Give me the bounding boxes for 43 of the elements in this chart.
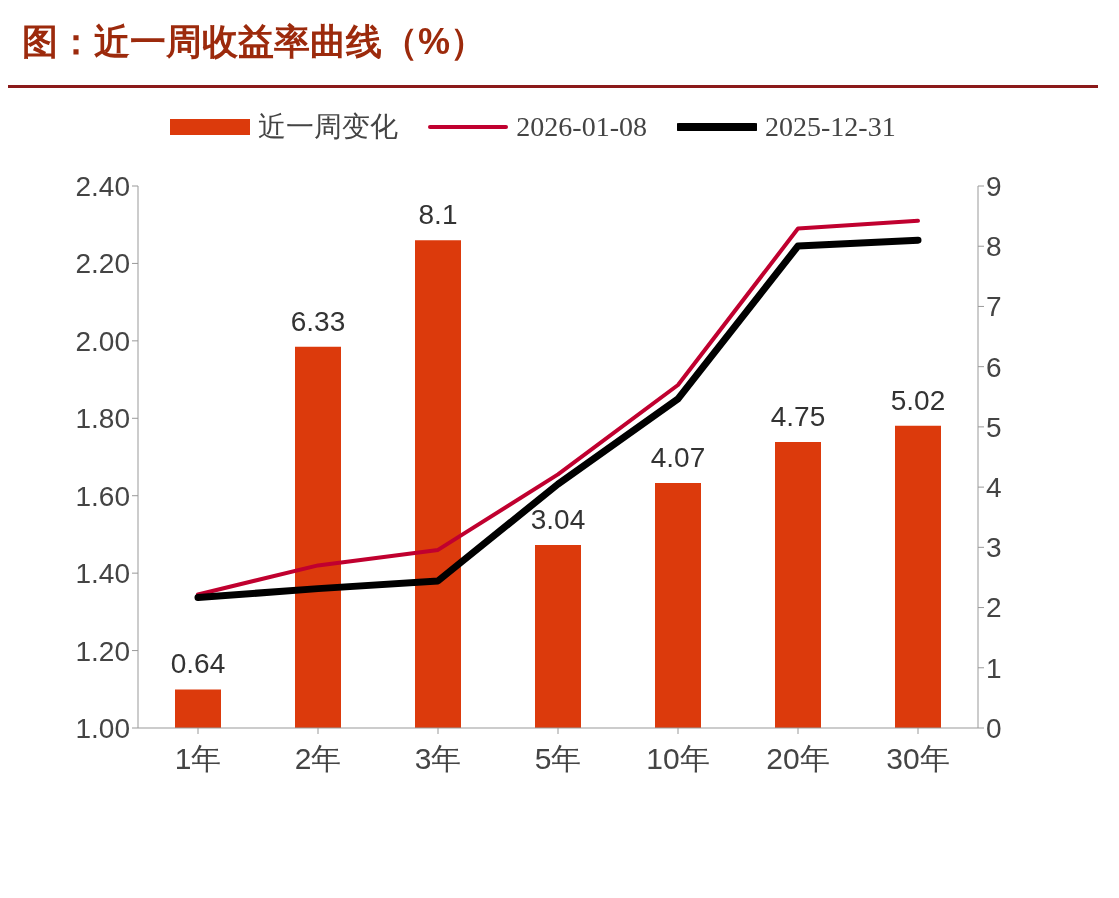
data-label: 5.02 — [890, 384, 946, 416]
y-tick-label: 1.80 — [75, 403, 130, 435]
bar — [655, 482, 701, 728]
bar — [895, 425, 941, 728]
y-tick-label: 2.20 — [75, 248, 130, 280]
y-tick-label: 1.20 — [75, 635, 130, 667]
y2-tick-label: 8 — [986, 231, 1002, 263]
legend-label: 2026-01-08 — [516, 111, 647, 143]
bar — [775, 441, 821, 728]
data-label: 0.64 — [170, 648, 226, 680]
x-tick-label: 1年 — [174, 742, 222, 776]
x-tick-label: 10年 — [646, 742, 710, 776]
chart-title: 图：近一周收益率曲线（%） — [8, 8, 1098, 88]
y2-tick-label: 3 — [986, 532, 1002, 564]
y-tick-label: 1.00 — [75, 712, 130, 744]
y2-tick-label: 7 — [986, 291, 1002, 323]
y2-tick-label: 2 — [986, 592, 1002, 624]
x-tick-label: 5年 — [534, 742, 582, 776]
bar — [175, 689, 221, 728]
data-label: 6.33 — [290, 305, 346, 337]
y2-tick-label: 6 — [986, 351, 1002, 383]
data-label: 8.1 — [418, 199, 458, 231]
y-tick-label: 1.40 — [75, 558, 130, 590]
legend-label: 2025-12-31 — [765, 111, 896, 143]
x-tick-label: 20年 — [766, 742, 830, 776]
y2-tick-label: 0 — [986, 712, 1002, 744]
data-label: 4.75 — [770, 400, 826, 432]
y-tick-label: 2.00 — [75, 325, 130, 357]
x-tick-label: 30年 — [886, 742, 950, 776]
x-tick-label: 2年 — [294, 742, 342, 776]
bar — [295, 346, 341, 728]
y2-tick-label: 1 — [986, 652, 1002, 684]
y2-tick-label: 5 — [986, 411, 1002, 443]
y-tick-label: 2.40 — [75, 170, 130, 202]
y-tick-label: 1.60 — [75, 480, 130, 512]
y2-tick-label: 4 — [986, 472, 1002, 504]
legend-label: 近一周变化 — [258, 110, 399, 144]
bar — [415, 240, 461, 728]
data-label: 4.07 — [650, 441, 706, 473]
data-label: 3.04 — [530, 503, 586, 535]
x-tick-label: 3年 — [414, 742, 462, 776]
y2-tick-label: 9 — [986, 170, 1002, 202]
bar — [535, 544, 581, 728]
